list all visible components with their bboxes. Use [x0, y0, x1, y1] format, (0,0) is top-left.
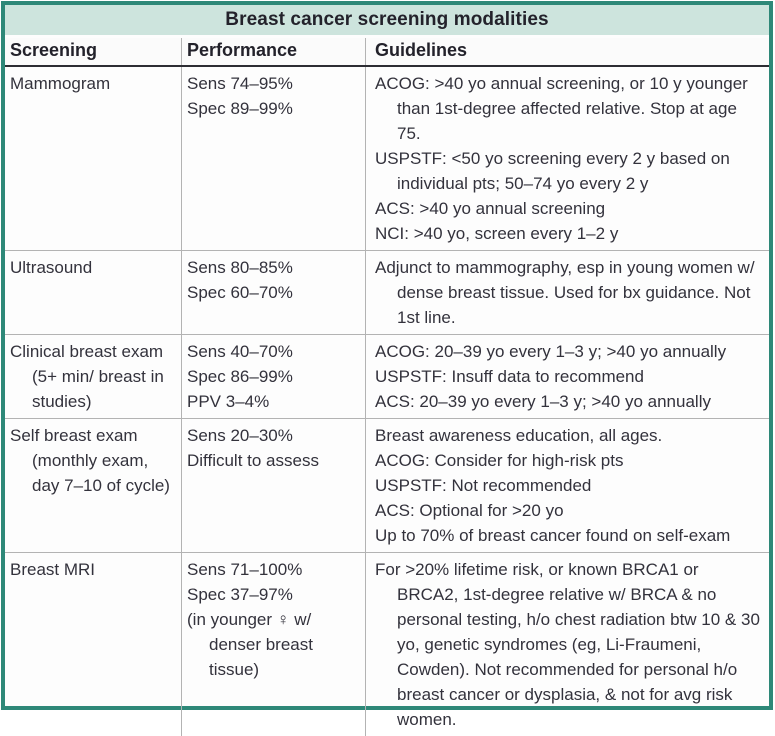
guidelines-entry: ACOG: >40 yo annual screening, or 10 y y… [375, 74, 748, 143]
guidelines-entry: USPSTF: <50 yo screening every 2 y based… [375, 149, 730, 193]
guidelines-cell: ACOG: >40 yo annual screening, or 10 y y… [366, 67, 769, 250]
performance-cell: Sens 80–85% Spec 60–70% [182, 251, 366, 334]
guidelines-entry: ACS: Optional for >20 yo [375, 501, 564, 520]
guidelines-entry: ACS: 20–39 yo every 1–3 y; >40 yo annual… [375, 392, 711, 411]
table-row: Breast MRI Sens 71–100% Spec 37–97% (in you… [5, 553, 769, 736]
performance-entry: Sens 20–30% [187, 426, 293, 445]
table-row: Mammogram Sens 74–95% Spec 89–99% ACOG: >40… [5, 67, 769, 251]
screening-cell: Breast MRI [5, 553, 182, 736]
table-row: Clinical breast exam (5+ min/ breast in … [5, 335, 769, 419]
table-row: Ultrasound Sens 80–85% Spec 60–70% Adjunct … [5, 251, 769, 335]
guidelines-entry: For >20% lifetime risk, or known BRCA1 o… [375, 560, 760, 729]
screening-cell: Clinical breast exam (5+ min/ breast in … [5, 335, 182, 418]
screening-cell: Ultrasound [5, 251, 182, 334]
column-header-performance: Performance [182, 38, 366, 65]
table-title: Breast cancer screening modalities [5, 5, 769, 38]
performance-entry: Spec 86–99% [187, 367, 293, 386]
performance-entry: Spec 37–97% [187, 585, 293, 604]
performance-entry: Sens 74–95% [187, 74, 293, 93]
performance-cell: Sens 40–70% Spec 86–99% PPV 3–4% [182, 335, 366, 418]
guidelines-entry: USPSTF: Insuff data to recommend [375, 367, 644, 386]
screening-entry: Mammogram [10, 74, 111, 93]
performance-entry: (in younger ♀ w/ denser breast tissue) [187, 610, 313, 679]
performance-cell: Sens 71–100% Spec 37–97% (in younger ♀ w/ … [182, 553, 366, 736]
guidelines-cell: ACOG: 20–39 yo every 1–3 y; >40 yo annua… [366, 335, 769, 418]
guidelines-entry: NCI: >40 yo, screen every 1–2 y [375, 224, 619, 243]
performance-entry: Sens 40–70% [187, 342, 293, 361]
guidelines-cell: Adjunct to mammography, esp in young wom… [366, 251, 769, 334]
screening-cell: Mammogram [5, 67, 182, 250]
guidelines-entry: Up to 70% of breast cancer found on self… [375, 526, 731, 545]
performance-entry: Difficult to assess [187, 451, 319, 470]
screening-entry: Breast MRI [10, 560, 96, 579]
guidelines-entry: ACOG: Consider for high-risk pts [375, 451, 624, 470]
guidelines-entry: ACOG: 20–39 yo every 1–3 y; >40 yo annua… [375, 342, 727, 361]
performance-entry: Spec 60–70% [187, 283, 293, 302]
performance-cell: Sens 74–95% Spec 89–99% [182, 67, 366, 250]
screening-entry: Clinical breast exam (5+ min/ breast in … [10, 342, 164, 411]
table-body: Mammogram Sens 74–95% Spec 89–99% ACOG: >40… [5, 67, 769, 736]
header-row: Screening Performance Guidelines [5, 38, 769, 67]
performance-entry: Sens 71–100% [187, 560, 303, 579]
guidelines-cell: For >20% lifetime risk, or known BRCA1 o… [366, 553, 769, 736]
performance-entry: Spec 89–99% [187, 99, 293, 118]
guidelines-entry: ACS: >40 yo annual screening [375, 199, 606, 218]
performance-entry: Sens 80–85% [187, 258, 293, 277]
guidelines-entry: Adjunct to mammography, esp in young wom… [375, 258, 755, 327]
performance-entry: PPV 3–4% [187, 392, 270, 411]
guidelines-entry: Breast awareness education, all ages. [375, 426, 663, 445]
screening-entry: Self breast exam (monthly exam, day 7–10… [10, 426, 170, 495]
column-header-guidelines: Guidelines [375, 40, 468, 60]
screening-entry: Ultrasound [10, 258, 93, 277]
table-row: Self breast exam (monthly exam, day 7–10… [5, 419, 769, 553]
screening-cell: Self breast exam (monthly exam, day 7–10… [5, 419, 182, 552]
guidelines-entry: USPSTF: Not recommended [375, 476, 592, 495]
column-header-screening: Screening [5, 38, 182, 65]
performance-cell: Sens 20–30% Difficult to assess [182, 419, 366, 552]
guidelines-cell: Breast awareness education, all ages. ACO… [366, 419, 769, 552]
